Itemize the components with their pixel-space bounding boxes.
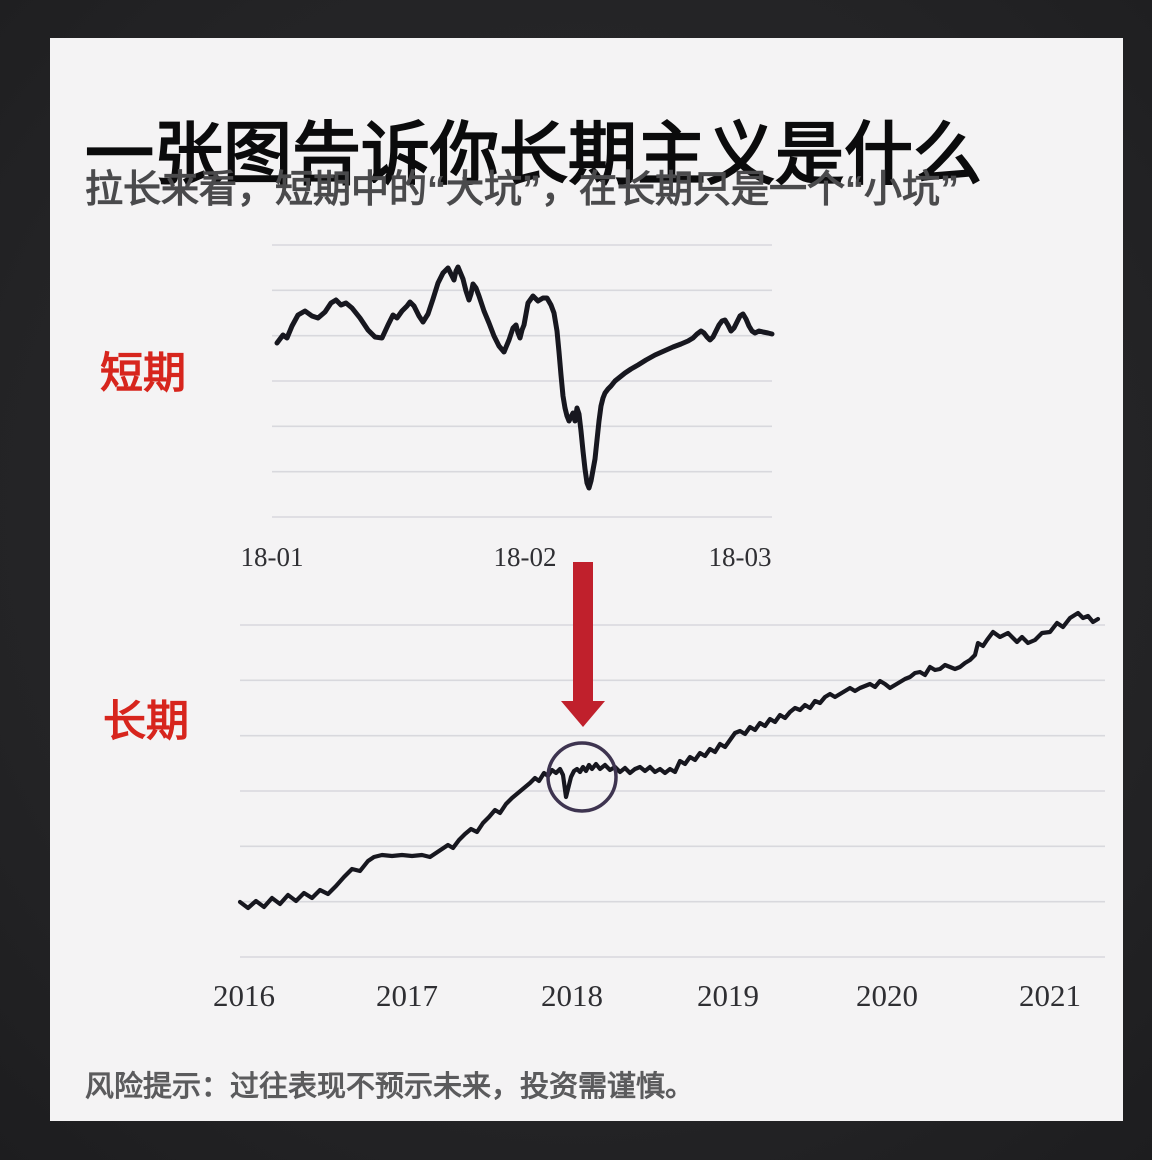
x-tick-label: 2019: [697, 978, 759, 1013]
x-tick-label: 2016: [213, 978, 275, 1013]
chart-short-term: 18-01 18-02 18-03: [241, 244, 775, 572]
x-tick-label: 18-01: [241, 542, 304, 572]
arrow-head: [561, 701, 605, 727]
x-tick-label: 2021: [1019, 978, 1081, 1013]
x-tick-label: 18-02: [494, 542, 557, 572]
long-term-series-line: [237, 610, 1101, 911]
short-term-series-line: [274, 264, 775, 491]
risk-disclaimer: 风险提示：过往表现不预示未来，投资需谨慎。: [85, 1071, 695, 1103]
charts-canvas: 18-01 18-02 18-03 2016 2017 2018 2019 2020 2021: [213, 244, 1105, 1013]
small-pit-circle: [546, 741, 618, 813]
arrow-shaft: [573, 562, 593, 701]
x-tick-label: 18-03: [709, 542, 772, 572]
x-tick-label: 2018: [541, 978, 603, 1013]
infographic-panel: 一张图告诉你长期主义是什么 拉长来看，短期中的“大坑”，在长期只是一个“小坑” …: [50, 38, 1123, 1121]
short-term-label: 短期: [100, 350, 186, 398]
big-drop-arrow: [561, 562, 605, 727]
long-term-label: 长期: [103, 698, 189, 746]
page-subtitle: 拉长来看，短期中的“大坑”，在长期只是一个“小坑”: [85, 169, 960, 211]
x-tick-label: 2020: [856, 978, 918, 1013]
page-title: 一张图告诉你长期主义是什么: [85, 116, 982, 194]
chart-long-term: 2016 2017 2018 2019 2020 2021: [213, 562, 1105, 1013]
x-tick-label: 2017: [376, 978, 438, 1013]
